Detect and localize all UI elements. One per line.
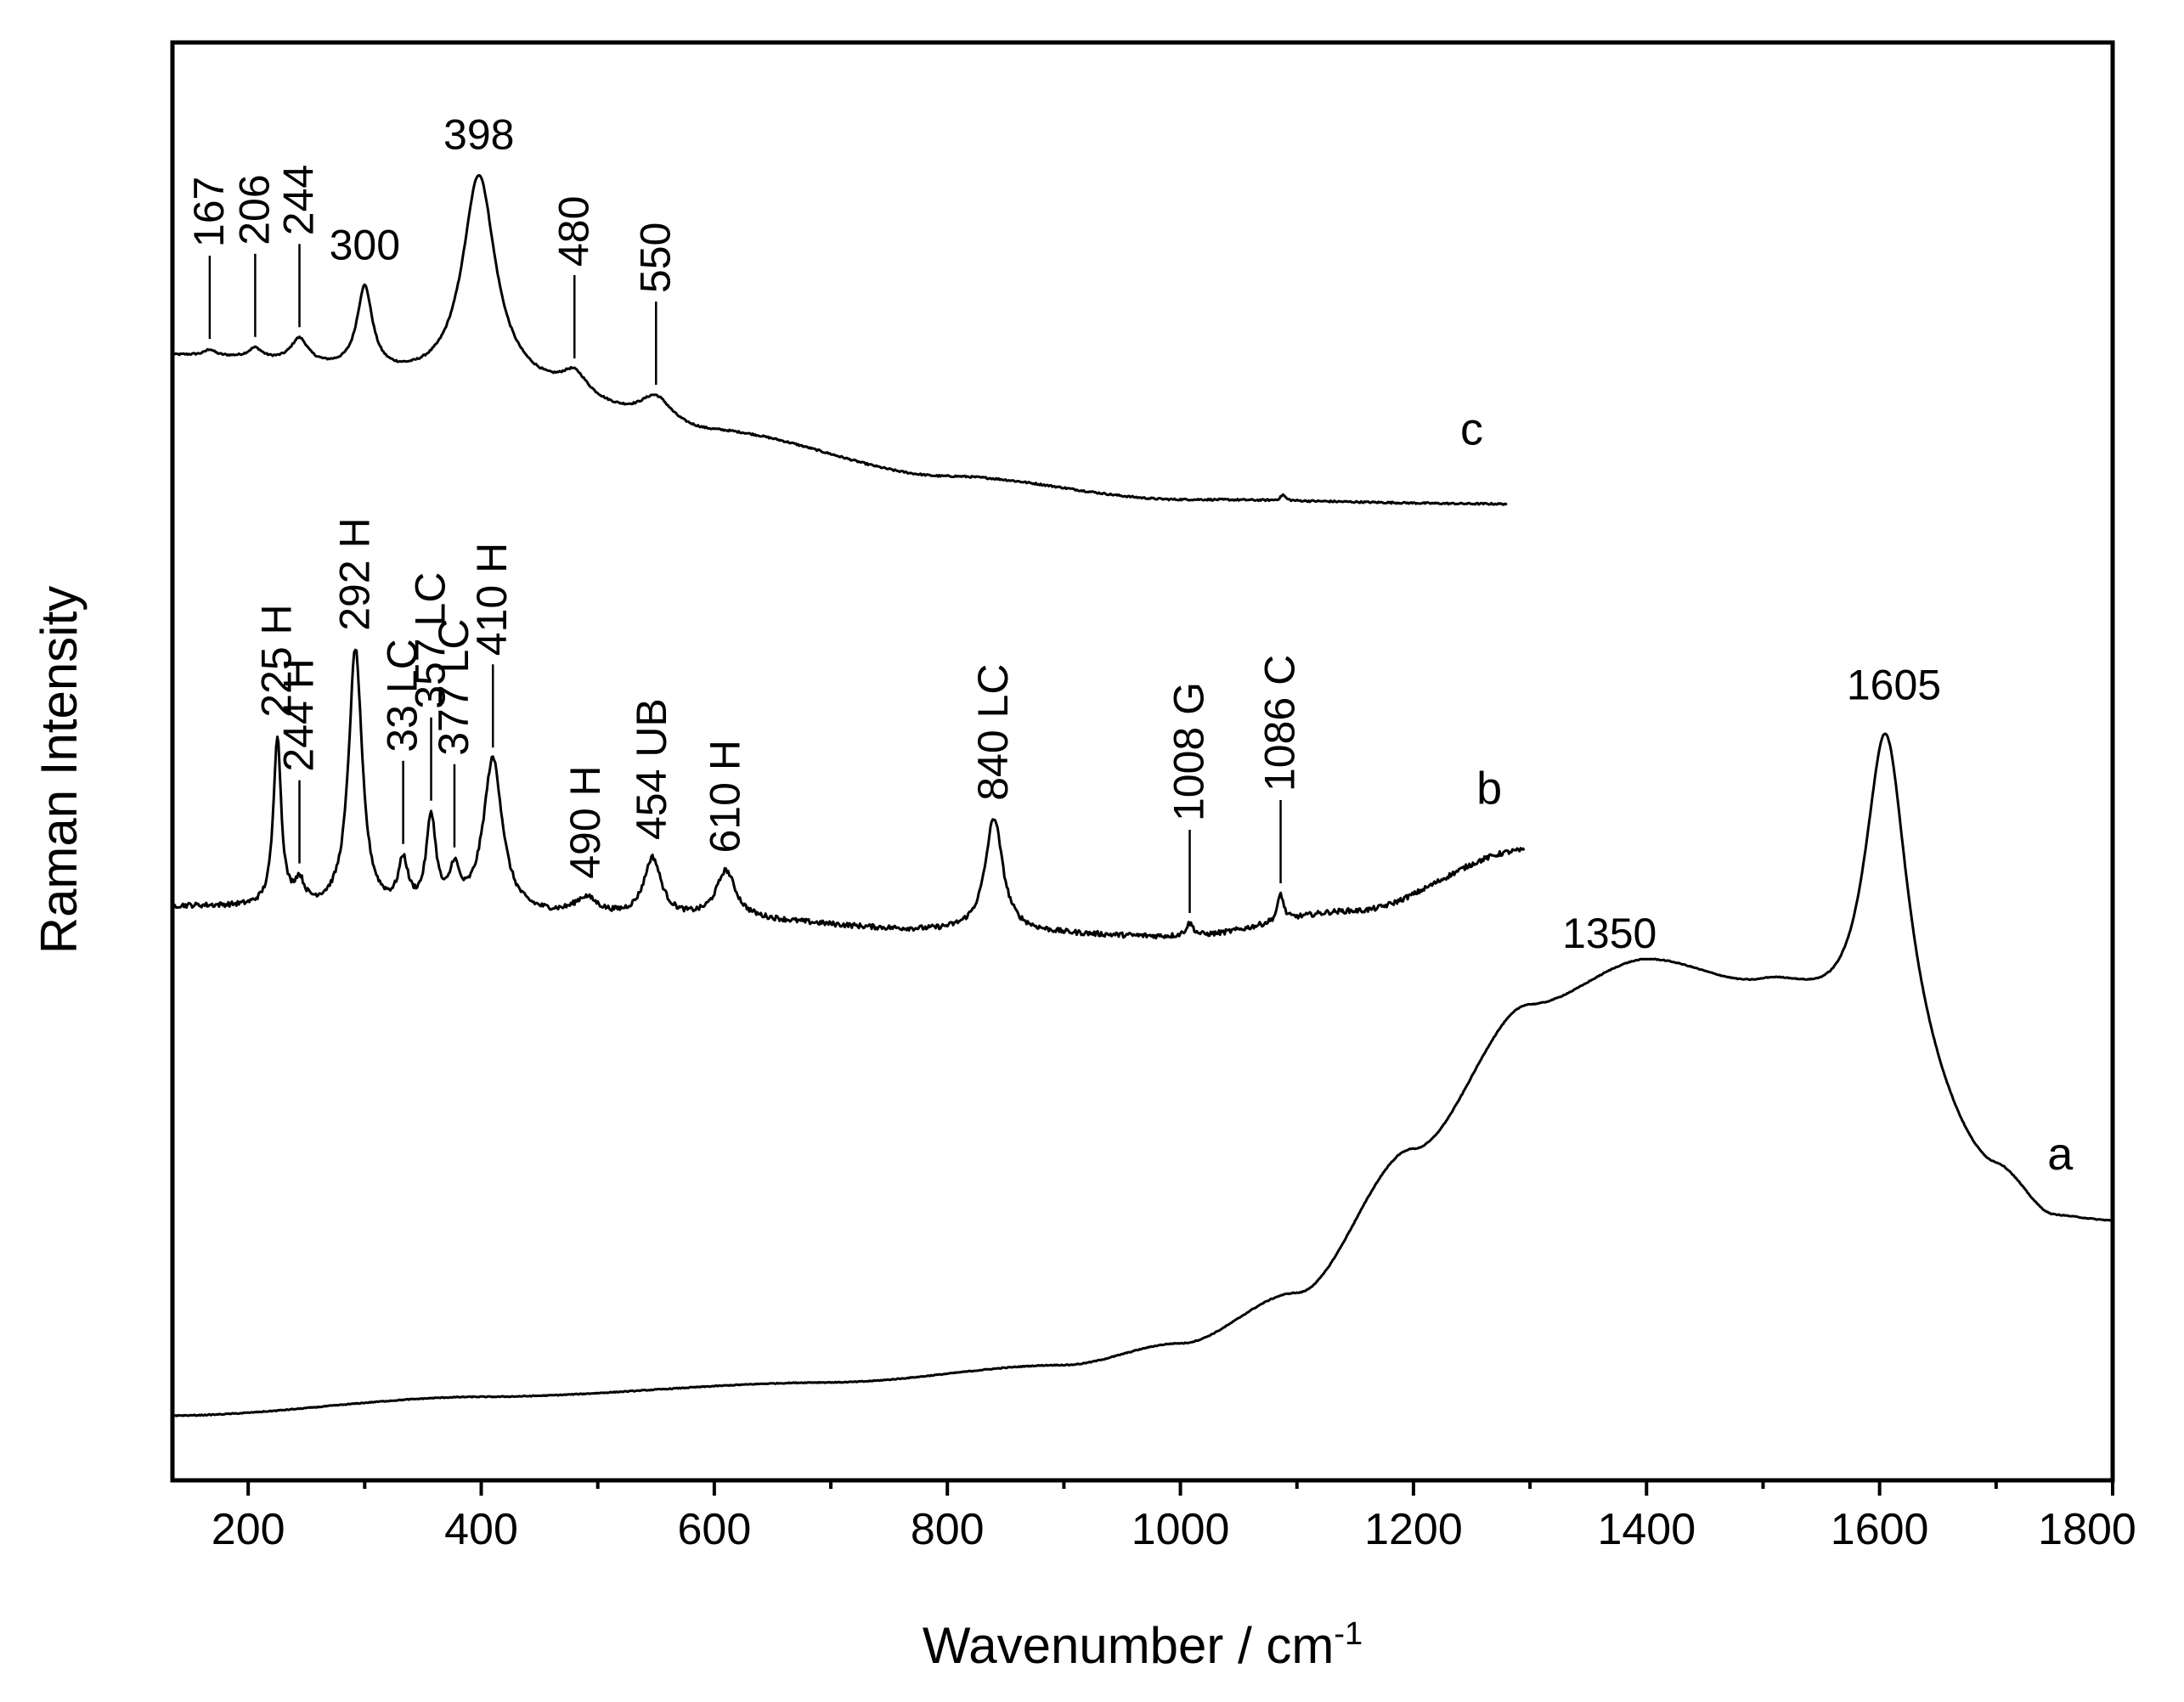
x-tick-label: 400 <box>444 1505 518 1554</box>
peak-label-b-5: 377 LC <box>430 619 477 756</box>
peak-label-b-12: 1086 C <box>1256 655 1304 792</box>
x-tick-label: 600 <box>677 1505 751 1554</box>
peak-label-c-3: 300 <box>330 222 400 269</box>
peak-label-a-0: 1350 <box>1562 910 1656 957</box>
peak-label-c-2: 244 <box>275 165 323 235</box>
x-axis-ticks: 200 400 600 800 1000 1200 1400 1600 1800 <box>212 1480 2136 1554</box>
series-layer <box>172 173 2113 1417</box>
peak-label-c-5: 480 <box>550 196 597 267</box>
peak-label-b-0: 225 H <box>253 604 301 717</box>
peak-label-b-10: 840 LC <box>969 664 1017 801</box>
peak-label-b-11: 1008 G <box>1165 682 1213 821</box>
peak-label-a-1: 1605 <box>1847 662 1941 709</box>
x-tick-label: 1400 <box>1597 1505 1696 1554</box>
x-tick-label: 1000 <box>1132 1505 1230 1554</box>
peak-label-c-0: 167 <box>185 177 233 247</box>
x-tick-label: 1200 <box>1364 1505 1463 1554</box>
series-b-label: b <box>1476 763 1502 814</box>
peak-label-b-3: 33 LC <box>379 639 426 752</box>
series-a-line <box>172 732 2113 1417</box>
series-c-line <box>172 173 1508 506</box>
series-a-label: a <box>2047 1129 2074 1180</box>
peak-label-c-4: 398 <box>443 111 514 159</box>
peak-label-b-9: 610 H <box>702 740 749 853</box>
peak-label-b-1: 244 H <box>275 658 323 771</box>
peak-label-b-6: 410 H <box>468 543 516 656</box>
y-axis-title: Raman Intensity <box>31 586 87 955</box>
x-tick-label: 800 <box>911 1505 985 1554</box>
x-tick-label: 1800 <box>2038 1505 2136 1554</box>
peak-label-b-8: 454 UB <box>628 698 675 840</box>
peak-label-b-4: 357 LC <box>407 572 454 709</box>
x-axis-title: Wavenumber / cm-1 <box>923 1616 1363 1674</box>
x-axis-title-superscript: -1 <box>1334 1616 1363 1652</box>
peak-label-c-1: 206 <box>230 174 278 245</box>
peak-label-b-2: 292 H <box>330 517 378 630</box>
series-b-line <box>172 648 1526 940</box>
x-tick-label: 200 <box>212 1505 285 1554</box>
plot-frame <box>170 40 2115 1483</box>
peak-label-c-6: 550 <box>631 223 679 293</box>
x-axis-title-text: Wavenumber / cm <box>923 1617 1335 1674</box>
peak-label-b-7: 490 H <box>562 765 609 878</box>
x-tick-label: 1600 <box>1831 1505 1929 1554</box>
series-c-label: c <box>1460 403 1483 454</box>
